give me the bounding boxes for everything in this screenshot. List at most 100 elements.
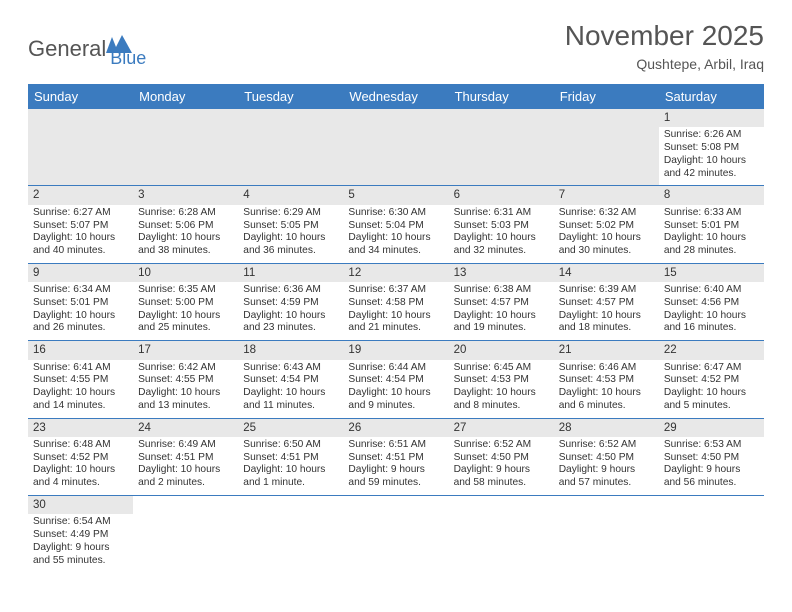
- day-details: Sunrise: 6:39 AMSunset: 4:57 PMDaylight:…: [559, 284, 654, 335]
- sunset-text: Sunset: 5:02 PM: [559, 220, 654, 233]
- daylight-text: Daylight: 10 hours and 5 minutes.: [664, 387, 759, 413]
- daylight-text: Daylight: 10 hours and 11 minutes.: [243, 387, 338, 413]
- day-number: 1: [659, 109, 764, 127]
- sunset-text: Sunset: 4:51 PM: [348, 452, 443, 465]
- day-cell: 28Sunrise: 6:52 AMSunset: 4:50 PMDayligh…: [554, 418, 659, 495]
- day-details: Sunrise: 6:46 AMSunset: 4:53 PMDaylight:…: [559, 362, 654, 413]
- calendar-body: 1 Sunrise: 6:26 AMSunset: 5:08 PMDaylight…: [28, 109, 764, 572]
- day-number: 17: [133, 341, 238, 359]
- day-details: Sunrise: 6:47 AMSunset: 4:52 PMDaylight:…: [664, 362, 759, 413]
- sunset-text: Sunset: 4:58 PM: [348, 297, 443, 310]
- daylight-text: Daylight: 10 hours and 34 minutes.: [348, 232, 443, 258]
- day-details: Sunrise: 6:28 AMSunset: 5:06 PMDaylight:…: [138, 207, 233, 258]
- day-cell: 23Sunrise: 6:48 AMSunset: 4:52 PMDayligh…: [28, 418, 133, 495]
- sunrise-text: Sunrise: 6:37 AM: [348, 284, 443, 297]
- day-number: 27: [449, 419, 554, 437]
- sunset-text: Sunset: 4:57 PM: [559, 297, 654, 310]
- day-cell: 19Sunrise: 6:44 AMSunset: 4:54 PMDayligh…: [343, 341, 448, 418]
- sunrise-text: Sunrise: 6:39 AM: [559, 284, 654, 297]
- sunset-text: Sunset: 5:00 PM: [138, 297, 233, 310]
- sunset-text: Sunset: 4:50 PM: [664, 452, 759, 465]
- day-number: 16: [28, 341, 133, 359]
- day-details: Sunrise: 6:41 AMSunset: 4:55 PMDaylight:…: [33, 362, 128, 413]
- sunset-text: Sunset: 4:52 PM: [33, 452, 128, 465]
- daylight-text: Daylight: 10 hours and 42 minutes.: [664, 155, 759, 181]
- day-cell: 27Sunrise: 6:52 AMSunset: 4:50 PMDayligh…: [449, 418, 554, 495]
- daylight-text: Daylight: 10 hours and 9 minutes.: [348, 387, 443, 413]
- day-cell: 1 Sunrise: 6:26 AMSunset: 5:08 PMDaylight…: [659, 109, 764, 186]
- sunrise-text: Sunrise: 6:49 AM: [138, 439, 233, 452]
- sunrise-text: Sunrise: 6:40 AM: [664, 284, 759, 297]
- sunrise-text: Sunrise: 6:48 AM: [33, 439, 128, 452]
- sunset-text: Sunset: 4:55 PM: [138, 374, 233, 387]
- daylight-text: Daylight: 10 hours and 16 minutes.: [664, 310, 759, 336]
- daylight-text: Daylight: 10 hours and 30 minutes.: [559, 232, 654, 258]
- sunset-text: Sunset: 5:06 PM: [138, 220, 233, 233]
- day-cell: 9Sunrise: 6:34 AMSunset: 5:01 PMDaylight…: [28, 263, 133, 340]
- sunrise-text: Sunrise: 6:34 AM: [33, 284, 128, 297]
- sunset-text: Sunset: 4:53 PM: [454, 374, 549, 387]
- day-details: Sunrise: 6:40 AMSunset: 4:56 PMDaylight:…: [664, 284, 759, 335]
- sunrise-text: Sunrise: 6:53 AM: [664, 439, 759, 452]
- day-details: Sunrise: 6:52 AMSunset: 4:50 PMDaylight:…: [559, 439, 654, 490]
- sunset-text: Sunset: 4:56 PM: [664, 297, 759, 310]
- day-header: Sunday: [28, 84, 133, 109]
- day-details: Sunrise: 6:33 AMSunset: 5:01 PMDaylight:…: [664, 207, 759, 258]
- day-cell: 5Sunrise: 6:30 AMSunset: 5:04 PMDaylight…: [343, 186, 448, 263]
- day-details: Sunrise: 6:51 AMSunset: 4:51 PMDaylight:…: [348, 439, 443, 490]
- daylight-text: Daylight: 10 hours and 1 minute.: [243, 464, 338, 490]
- day-header: Friday: [554, 84, 659, 109]
- day-details: Sunrise: 6:54 AMSunset: 4:49 PMDaylight:…: [33, 516, 128, 567]
- day-number: 6: [449, 186, 554, 204]
- day-cell: 30Sunrise: 6:54 AMSunset: 4:49 PMDayligh…: [28, 495, 133, 572]
- week-row: 9Sunrise: 6:34 AMSunset: 5:01 PMDaylight…: [28, 263, 764, 340]
- sunset-text: Sunset: 4:53 PM: [559, 374, 654, 387]
- day-number: 4: [238, 186, 343, 204]
- daylight-text: Daylight: 9 hours and 55 minutes.: [33, 542, 128, 568]
- day-cell: [28, 109, 133, 186]
- day-details: Sunrise: 6:48 AMSunset: 4:52 PMDaylight:…: [33, 439, 128, 490]
- day-cell: 10Sunrise: 6:35 AMSunset: 5:00 PMDayligh…: [133, 263, 238, 340]
- day-number: 13: [449, 264, 554, 282]
- day-header: Tuesday: [238, 84, 343, 109]
- day-details: Sunrise: 6:26 AMSunset: 5:08 PMDaylight:…: [664, 129, 759, 180]
- day-header: Wednesday: [343, 84, 448, 109]
- day-cell: [343, 495, 448, 572]
- day-number: 8: [659, 186, 764, 204]
- day-number: 26: [343, 419, 448, 437]
- daylight-text: Daylight: 10 hours and 13 minutes.: [138, 387, 233, 413]
- sunrise-text: Sunrise: 6:36 AM: [243, 284, 338, 297]
- location-text: Qushtepe, Arbil, Iraq: [565, 56, 764, 72]
- sunrise-text: Sunrise: 6:30 AM: [348, 207, 443, 220]
- day-number: 11: [238, 264, 343, 282]
- day-cell: 20Sunrise: 6:45 AMSunset: 4:53 PMDayligh…: [449, 341, 554, 418]
- day-details: Sunrise: 6:53 AMSunset: 4:50 PMDaylight:…: [664, 439, 759, 490]
- daylight-text: Daylight: 10 hours and 23 minutes.: [243, 310, 338, 336]
- day-header: Saturday: [659, 84, 764, 109]
- daylight-text: Daylight: 10 hours and 28 minutes.: [664, 232, 759, 258]
- day-cell: 15Sunrise: 6:40 AMSunset: 4:56 PMDayligh…: [659, 263, 764, 340]
- day-cell: 2Sunrise: 6:27 AMSunset: 5:07 PMDaylight…: [28, 186, 133, 263]
- daylight-text: Daylight: 10 hours and 26 minutes.: [33, 310, 128, 336]
- day-cell: [659, 495, 764, 572]
- sunrise-text: Sunrise: 6:29 AM: [243, 207, 338, 220]
- header: General Blue November 2025 Qushtepe, Arb…: [28, 20, 764, 72]
- day-number: 29: [659, 419, 764, 437]
- logo-text-general: General: [28, 36, 106, 62]
- daylight-text: Daylight: 10 hours and 32 minutes.: [454, 232, 549, 258]
- day-cell: 13Sunrise: 6:38 AMSunset: 4:57 PMDayligh…: [449, 263, 554, 340]
- day-cell: [238, 495, 343, 572]
- sunrise-text: Sunrise: 6:45 AM: [454, 362, 549, 375]
- day-details: Sunrise: 6:32 AMSunset: 5:02 PMDaylight:…: [559, 207, 654, 258]
- day-number: 24: [133, 419, 238, 437]
- logo-text-blue: Blue: [110, 48, 146, 69]
- day-cell: [133, 495, 238, 572]
- day-details: Sunrise: 6:43 AMSunset: 4:54 PMDaylight:…: [243, 362, 338, 413]
- sunrise-text: Sunrise: 6:28 AM: [138, 207, 233, 220]
- sunset-text: Sunset: 4:57 PM: [454, 297, 549, 310]
- sunset-text: Sunset: 4:54 PM: [243, 374, 338, 387]
- sunrise-text: Sunrise: 6:50 AM: [243, 439, 338, 452]
- daylight-text: Daylight: 10 hours and 14 minutes.: [33, 387, 128, 413]
- day-details: Sunrise: 6:30 AMSunset: 5:04 PMDaylight:…: [348, 207, 443, 258]
- daylight-text: Daylight: 9 hours and 58 minutes.: [454, 464, 549, 490]
